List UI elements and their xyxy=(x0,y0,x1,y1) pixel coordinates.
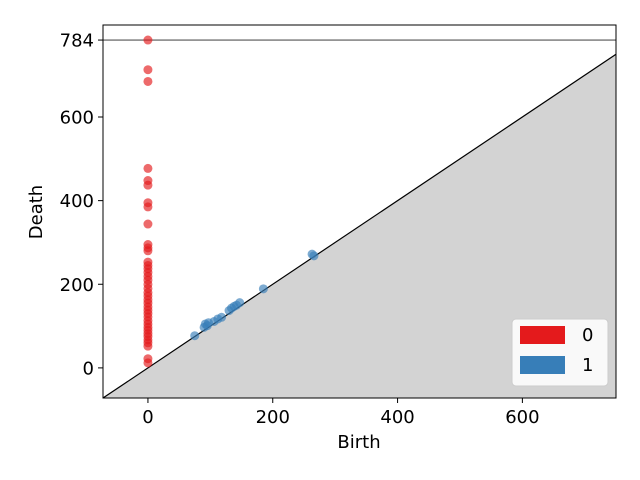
y-tick-label: 600 xyxy=(60,107,94,128)
data-point-dim1 xyxy=(309,251,319,261)
data-point-dim0 xyxy=(143,219,153,229)
diagonal-line xyxy=(103,53,616,398)
x-axis-label: Birth xyxy=(337,432,380,453)
data-point-dim1 xyxy=(235,298,245,308)
y-tick-label: 200 xyxy=(60,275,94,296)
legend-swatch-0 xyxy=(520,326,565,344)
plot-area xyxy=(103,35,616,398)
data-point-dim1 xyxy=(190,331,200,341)
data-point-dim0 xyxy=(143,35,153,45)
y-tick-label: 400 xyxy=(60,191,94,212)
data-point-dim0 xyxy=(143,341,153,351)
legend: 01 xyxy=(511,318,609,387)
legend-label-0: 0 xyxy=(582,325,593,346)
y-tick-label: 784 xyxy=(60,31,94,52)
plot-frame xyxy=(102,24,617,399)
x-tick-label: 600 xyxy=(505,407,539,428)
data-point-dim1 xyxy=(258,284,268,294)
data-point-dim0 xyxy=(143,76,153,86)
x-tick-label: 400 xyxy=(380,407,414,428)
data-point-dim0 xyxy=(143,246,153,256)
y-axis-label: Death xyxy=(26,185,47,239)
data-point-dim0 xyxy=(143,202,153,212)
data-point-dim0 xyxy=(143,163,153,173)
x-tick-label: 200 xyxy=(256,407,290,428)
y-axis-ticks: 0 200 400 600 784 xyxy=(60,31,103,379)
x-tick-label: 0 xyxy=(142,407,153,428)
data-point-dim0 xyxy=(143,358,153,368)
data-point-dim0 xyxy=(143,180,153,190)
y-tick-label: 0 xyxy=(83,358,94,379)
x-axis-ticks: 0 200 400 600 xyxy=(142,398,540,428)
legend-label-1: 1 xyxy=(582,355,593,376)
data-points xyxy=(143,35,319,368)
data-point-dim0 xyxy=(143,65,153,75)
data-point-dim1 xyxy=(217,312,227,322)
legend-swatch-1 xyxy=(520,356,565,374)
